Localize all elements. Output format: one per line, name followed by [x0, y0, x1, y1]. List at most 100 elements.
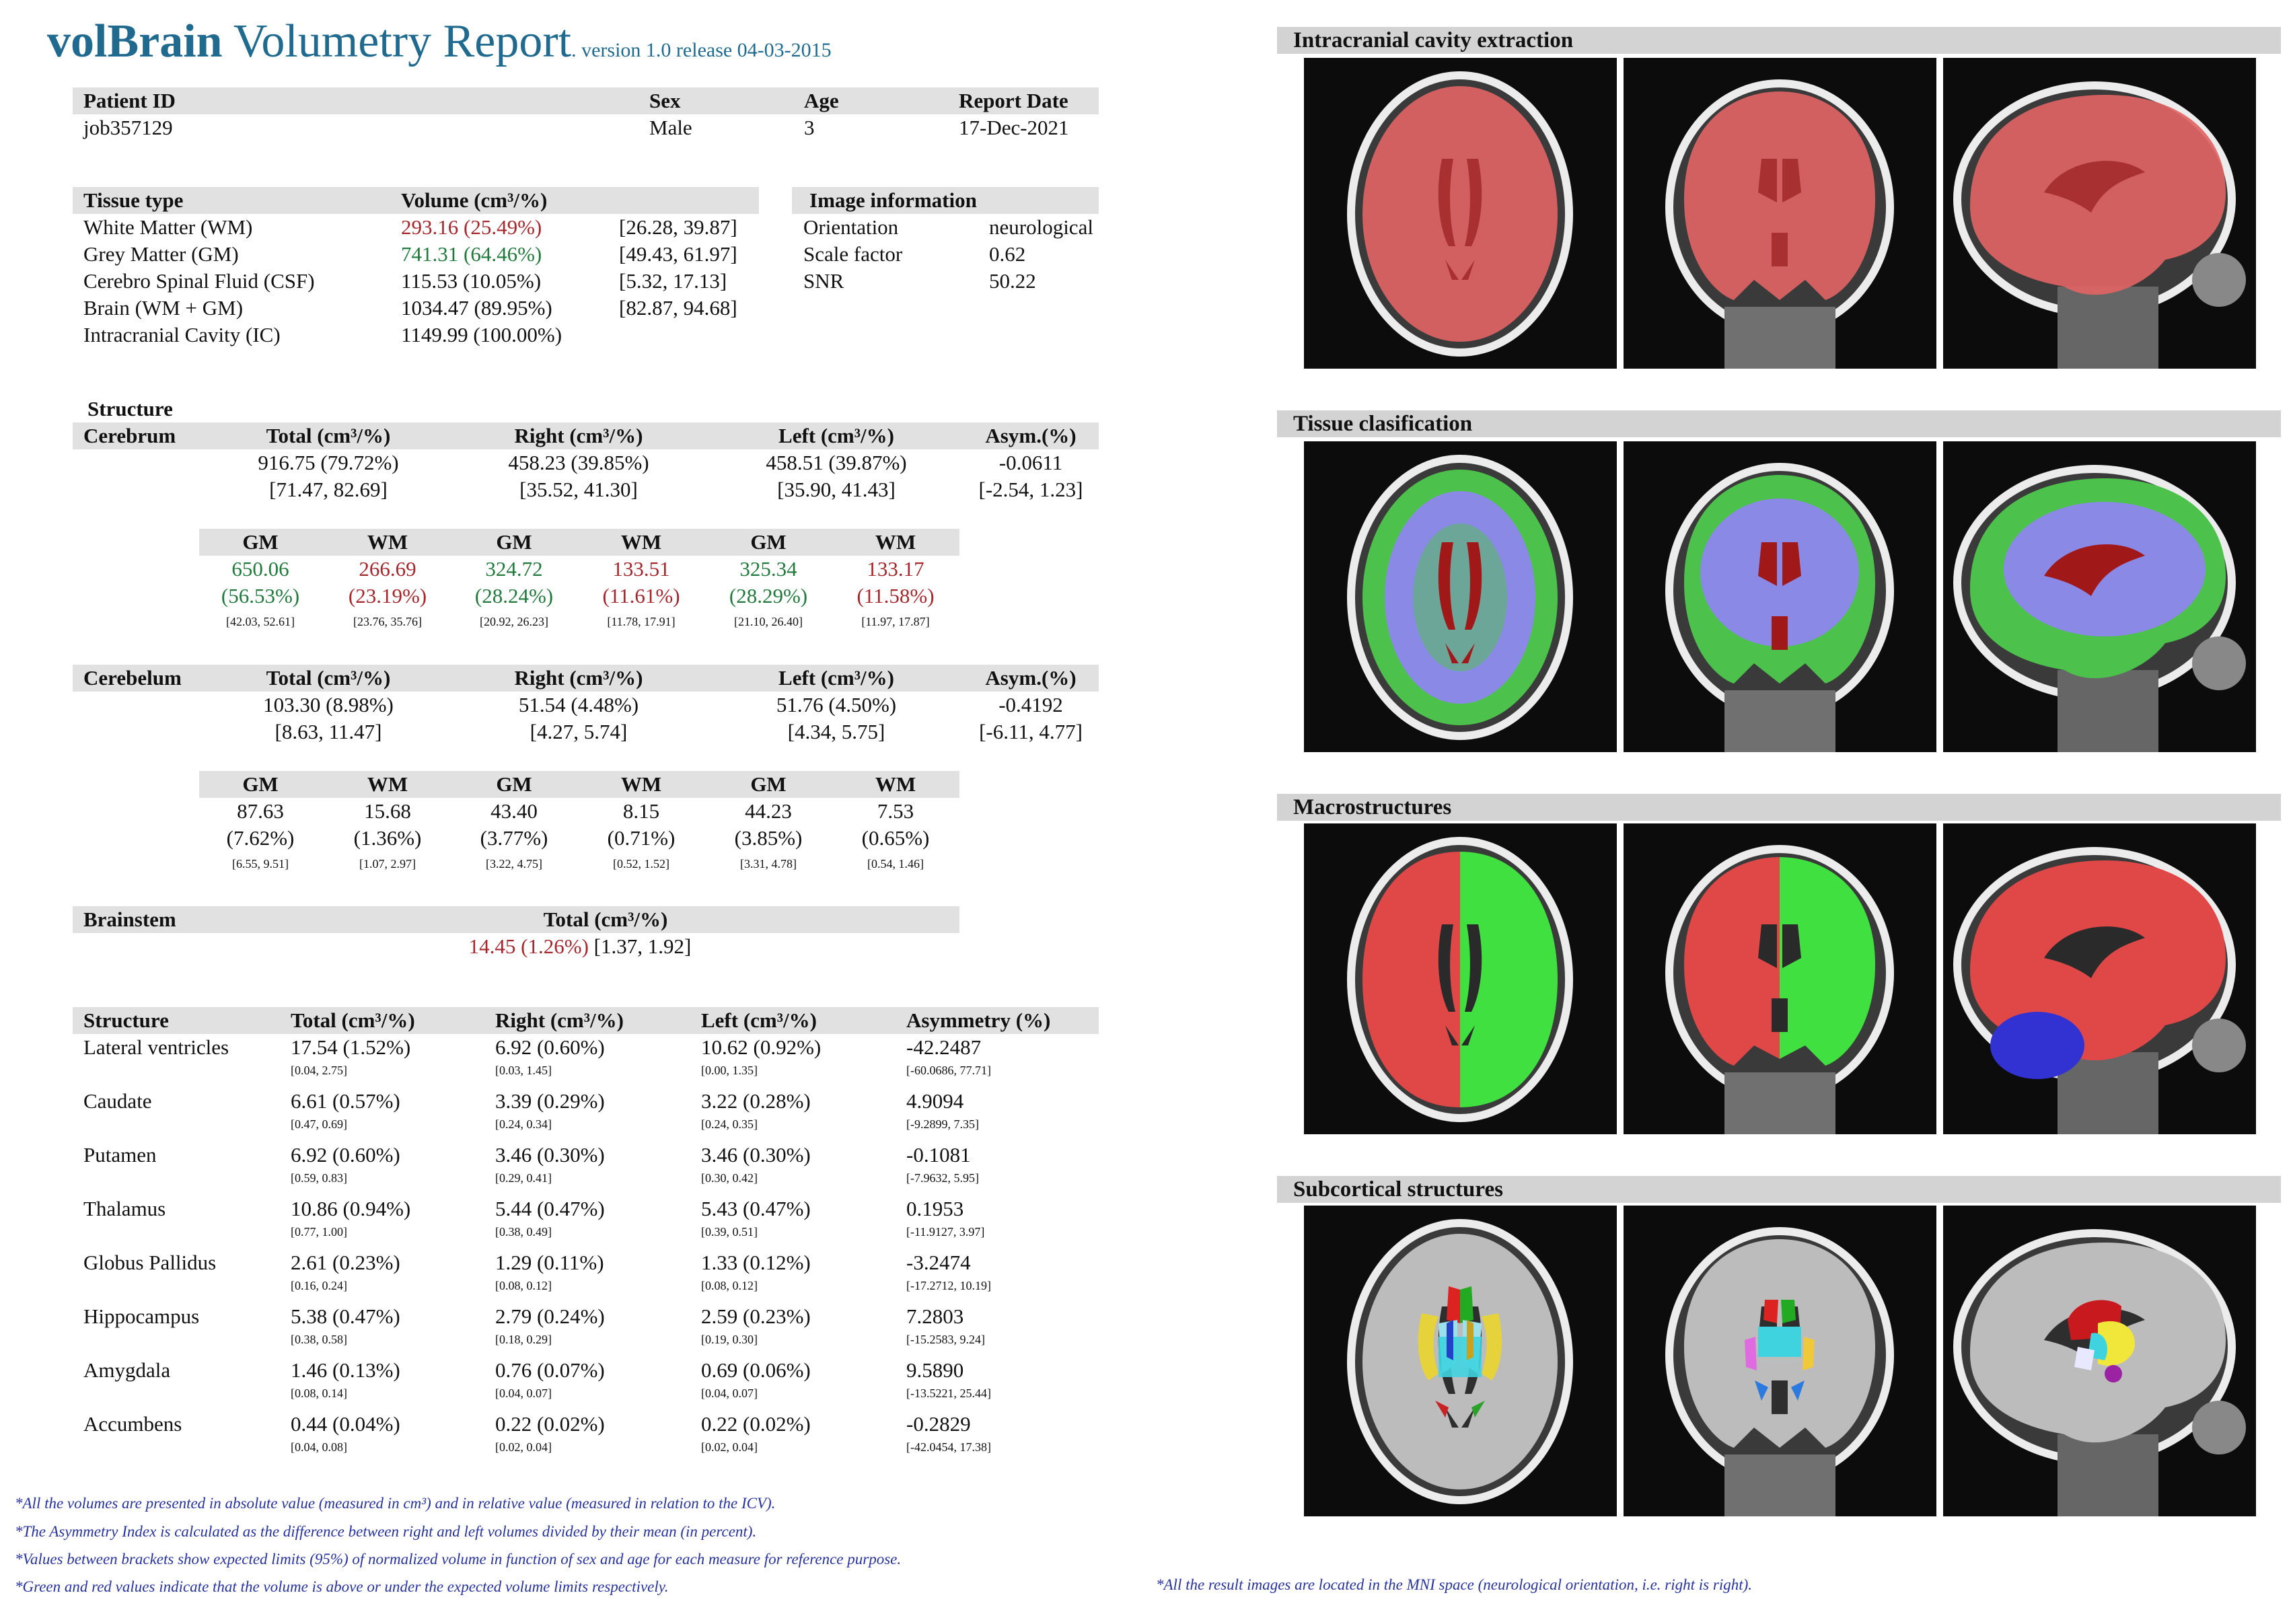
cerebrum-sub-header: GM: [496, 530, 532, 554]
tissue-name: Grey Matter (GM): [83, 242, 239, 266]
panel-tissue-title: Tissue clasification: [1293, 412, 1473, 436]
subcortical-left-range: [0.24, 0.35]: [701, 1117, 758, 1131]
cerebelum-sub-range: [6.55, 9.51]: [232, 857, 289, 871]
subcortical-left: 3.46 (0.30%): [701, 1143, 811, 1167]
subcortical-column-header: Left (cm³/%): [701, 1008, 817, 1032]
brainstem-value: 14.45 (1.26%): [468, 934, 589, 958]
tissue-name: Intracranial Cavity (IC): [83, 323, 281, 346]
image-info-label: Orientation: [803, 215, 899, 239]
panel-ic-title: Intracranial cavity extraction: [1293, 28, 1574, 52]
patient-id-value: job357129: [83, 116, 173, 139]
tissue-range: [49.43, 61.97]: [619, 242, 737, 266]
subcortical-asymmetry: -42.2487: [906, 1035, 982, 1059]
subcortical-asymmetry-range: [-42.0454, 17.38]: [906, 1440, 991, 1454]
cerebelum-sub-range: [0.54, 1.46]: [867, 857, 924, 871]
ic-coronal-scan-image: [1624, 58, 1936, 369]
subcortical-right-range: [0.29, 0.41]: [495, 1171, 552, 1185]
cerebelum-sub-range: [0.52, 1.52]: [613, 857, 669, 871]
subcortical-right-range: [0.02, 0.04]: [495, 1440, 552, 1454]
cerebelum-sub-header-band: [199, 771, 959, 798]
footnote-images: *All the result images are located in th…: [1156, 1576, 1753, 1593]
subcortical-asymmetry-range: [-15.2583, 9.24]: [906, 1333, 985, 1346]
subcortical-structure-name: Thalamus: [83, 1197, 166, 1220]
brainstem-header-band: [73, 906, 959, 933]
cerebrum-value: 458.51 (39.87%): [766, 451, 907, 474]
cerebrum-column-header: Left (cm³/%): [778, 424, 894, 447]
cerebrum-sub-range: [20.92, 26.23]: [480, 615, 548, 628]
image-info-header: Image information: [809, 188, 977, 212]
age-value: 3: [804, 116, 815, 139]
subcortical-column-header: Structure: [83, 1008, 169, 1032]
sex-label: Sex: [649, 89, 681, 112]
cerebrum-column-header: Right (cm³/%): [514, 424, 643, 447]
cerebrum-sub-value: 133.51: [612, 557, 670, 581]
cerebrum-sub-range: [23.76, 35.76]: [353, 615, 422, 628]
footnote-units: *All the volumes are presented in absolu…: [15, 1495, 776, 1512]
structure-label: Structure: [87, 397, 173, 420]
subcortical-right-range: [0.18, 0.29]: [495, 1333, 552, 1346]
subcortical-right: 0.22 (0.02%): [495, 1412, 605, 1436]
subcortical-asymmetry-range: [-9.2899, 7.35]: [906, 1117, 979, 1131]
subcortical-asymmetry-range: [-60.0686, 77.71]: [906, 1064, 991, 1077]
footnote-asymmetry: *The Asymmetry Index is calculated as th…: [15, 1523, 757, 1540]
tissue-sagittal-scan-image: [1943, 441, 2256, 752]
subcortical-total: 1.46 (0.13%): [291, 1358, 400, 1382]
subcortical-total-range: [0.47, 0.69]: [291, 1117, 347, 1131]
tissue-range: [5.32, 17.13]: [619, 269, 727, 293]
tissue-range: [26.28, 39.87]: [619, 215, 737, 239]
cerebrum-sub-percent: (23.19%): [348, 584, 427, 607]
ic-sagittal-scan-image: [1943, 58, 2256, 369]
panel-macro-title: Macrostructures: [1293, 795, 1452, 819]
subcortical-asymmetry-range: [-11.9127, 3.97]: [906, 1225, 985, 1239]
subcortical-total-range: [0.77, 1.00]: [291, 1225, 347, 1239]
subcortical-total: 6.61 (0.57%): [291, 1089, 400, 1113]
subcortical-left-range: [0.04, 0.07]: [701, 1387, 758, 1400]
subcortical-total: 6.92 (0.60%): [291, 1143, 400, 1167]
tissue-value: 1149.99 (100.00%): [401, 323, 562, 346]
subcortical-total-range: [0.04, 0.08]: [291, 1440, 347, 1454]
cerebrum-sub-range: [42.03, 52.61]: [226, 615, 295, 628]
cerebelum-sub-header: GM: [496, 772, 532, 796]
subcortical-asymmetry: -0.2829: [906, 1412, 971, 1436]
macro-axial-scan-image: [1304, 823, 1617, 1134]
cerebrum-sub-header-band: [199, 529, 959, 556]
macro-sagittal-scan-image: [1943, 823, 2256, 1134]
subcortical-left: 5.43 (0.47%): [701, 1197, 811, 1220]
subcortical-right: 0.76 (0.07%): [495, 1358, 605, 1382]
cerebrum-range: [35.52, 41.30]: [519, 478, 638, 501]
cerebelum-sub-value: 15.68: [364, 799, 411, 823]
subcortical-left-range: [0.00, 1.35]: [701, 1064, 758, 1077]
subcortical-structure-name: Putamen: [83, 1143, 157, 1167]
cerebelum-column-header: Left (cm³/%): [778, 666, 894, 690]
image-info-value: 0.62: [989, 242, 1026, 266]
tissue-volume-header: Volume (cm³/%): [401, 188, 548, 212]
patient-id-label: Patient ID: [83, 89, 176, 112]
tissue-value: 1034.47 (89.95%): [401, 296, 552, 320]
cerebelum-sub-percent: (1.36%): [353, 826, 422, 850]
cerebrum-sub-range: [21.10, 26.40]: [734, 615, 803, 628]
subcortical-asymmetry: -0.1081: [906, 1143, 971, 1167]
cerebrum-value: 916.75 (79.72%): [258, 451, 399, 474]
panel-tissue-band: [1277, 410, 2281, 437]
subcortical-left: 2.59 (0.23%): [701, 1304, 811, 1328]
cerebelum-sub-header: GM: [242, 772, 279, 796]
footnote-colors: *Green and red values indicate that the …: [15, 1578, 669, 1595]
subcortical-left-range: [0.39, 0.51]: [701, 1225, 758, 1239]
cerebrum-range: [35.90, 41.43]: [777, 478, 896, 501]
subcortical-right: 6.92 (0.60%): [495, 1035, 605, 1059]
subcortical-total: 17.54 (1.52%): [291, 1035, 411, 1059]
cerebelum-sub-range: [3.31, 4.78]: [740, 857, 797, 871]
subcortical-total: 10.86 (0.94%): [291, 1197, 411, 1220]
subcortical-left-range: [0.19, 0.30]: [701, 1333, 758, 1346]
cerebelum-sub-header: GM: [750, 772, 787, 796]
cerebelum-sub-percent: (3.77%): [480, 826, 548, 850]
cerebelum-sub-percent: (0.65%): [861, 826, 930, 850]
cerebrum-value: 458.23 (39.85%): [508, 451, 649, 474]
panel-subcortical-band: [1277, 1176, 2281, 1203]
subcortical-asymmetry: 0.1953: [906, 1197, 964, 1220]
sex-value: Male: [649, 116, 692, 139]
subcortical-left: 1.33 (0.12%): [701, 1251, 811, 1274]
tissue-axial-scan-image: [1304, 441, 1617, 752]
cerebrum-header-band: [73, 422, 1099, 449]
ic-axial-scan-image: [1304, 58, 1617, 369]
